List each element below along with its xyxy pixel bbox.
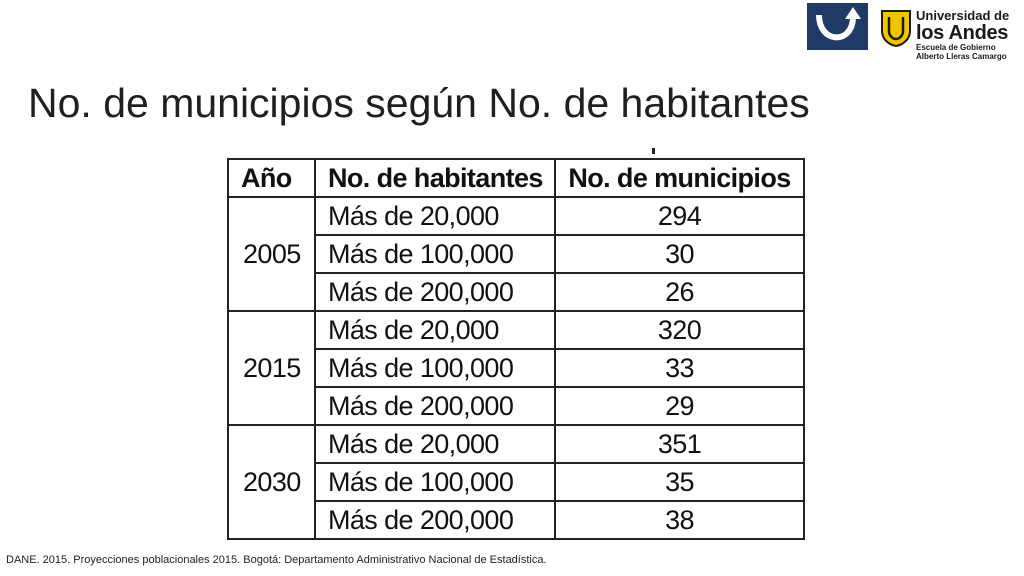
- stray-mark: [652, 148, 655, 154]
- municipios-cell: 294: [554, 196, 805, 236]
- slide-title: No. de municipios según No. de habitante…: [28, 80, 810, 126]
- header-habitantes: No. de habitantes: [314, 158, 556, 198]
- university-logo-text: Universidad de los Andes Escuela de Gobi…: [916, 8, 1010, 62]
- logo-line-los-andes: los Andes: [916, 22, 1009, 44]
- habitantes-cell: Más de 20,000: [314, 424, 556, 464]
- municipios-cell: 320: [554, 310, 805, 350]
- header-municipios: No. de municipios: [554, 158, 805, 198]
- municipios-cell: 35: [554, 462, 805, 502]
- table-row: Más de 200,000 29: [228, 386, 805, 426]
- table-row: 2030 Más de 20,000 351: [227, 424, 805, 540]
- habitantes-cell: Más de 200,000: [314, 500, 556, 540]
- year-cell: 2015: [227, 310, 316, 426]
- table-row: Más de 200,000 26: [228, 272, 805, 312]
- habitantes-cell: Más de 100,000: [314, 462, 556, 502]
- university-shield-icon: [880, 9, 912, 48]
- table-row: Más de 100,000 30: [228, 234, 805, 274]
- table-row: Más de 100,000 33: [228, 348, 805, 388]
- year-cell: 2005: [227, 196, 316, 312]
- municipios-table: Año No. de habitantes No. de municipios …: [227, 158, 805, 540]
- curved-arrow-icon: [807, 3, 868, 50]
- table-header-row: Año No. de habitantes No. de municipios: [227, 158, 805, 198]
- logo-line-alberto: Alberto Lleras Camargo: [916, 52, 1007, 61]
- logo-line-universidad: Universidad de: [916, 8, 1010, 23]
- logo-line-escuela: Escuela de Gobierno: [916, 43, 996, 52]
- table-row: Más de 100,000 35: [228, 462, 805, 502]
- table-row: Más de 200,000 38: [228, 500, 805, 540]
- table-row: 2005 Más de 20,000 294: [227, 196, 805, 312]
- habitantes-cell: Más de 20,000: [314, 196, 556, 236]
- municipios-cell: 351: [554, 424, 805, 464]
- year-cell: 2030: [227, 424, 316, 540]
- municipios-cell: 29: [554, 386, 805, 426]
- habitantes-cell: Más de 100,000: [314, 348, 556, 388]
- municipios-cell: 30: [554, 234, 805, 274]
- habitantes-cell: Más de 200,000: [314, 272, 556, 312]
- header-ano: Año: [227, 158, 316, 198]
- habitantes-cell: Más de 100,000: [314, 234, 556, 274]
- habitantes-cell: Más de 20,000: [314, 310, 556, 350]
- habitantes-cell: Más de 200,000: [314, 386, 556, 426]
- source-footnote: DANE. 2015. Proyecciones poblacionales 2…: [6, 554, 547, 566]
- logo-arrow-emblem: [807, 3, 868, 50]
- table-row: 2015 Más de 20,000 320: [227, 310, 805, 426]
- municipios-cell: 26: [554, 272, 805, 312]
- municipios-cell: 33: [554, 348, 805, 388]
- municipios-cell: 38: [554, 500, 805, 540]
